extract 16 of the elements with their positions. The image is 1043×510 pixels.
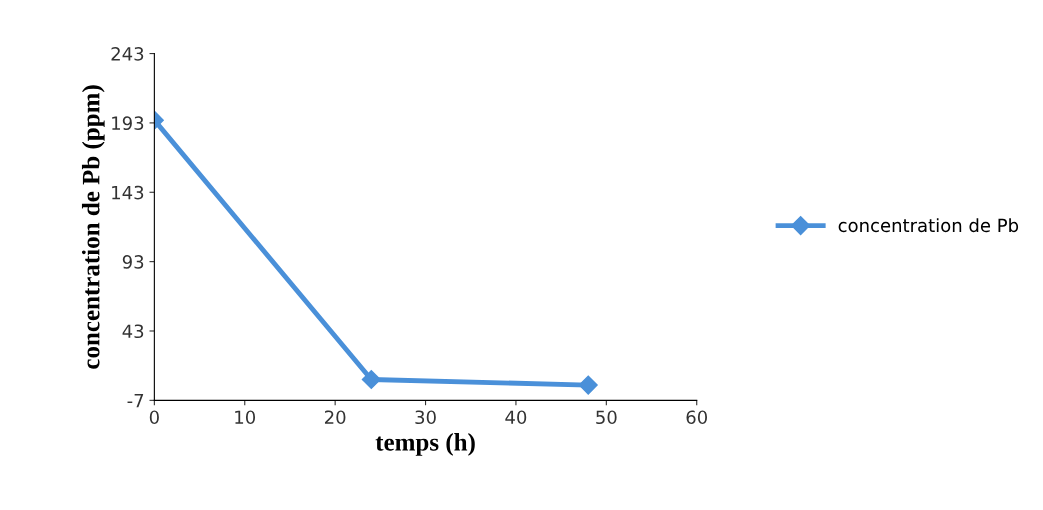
- y-tick-label: 43: [122, 324, 144, 339]
- x-tick-label: 50: [596, 410, 617, 425]
- y-tick-label: 143: [112, 185, 144, 200]
- x-tick-label: 20: [324, 410, 346, 425]
- y-tick-label: 243: [111, 47, 144, 61]
- y-axis-title: concentration de Pb (ppm): [81, 85, 105, 369]
- x-axis-title: temps (h): [375, 433, 475, 456]
- legend-label: concentration de Pb: [838, 218, 1019, 233]
- y-tick-label: 193: [112, 116, 144, 131]
- x-tick-label: 30: [415, 410, 436, 425]
- x-tick-label: 0: [149, 410, 159, 425]
- x-tick-label: 60: [686, 410, 708, 425]
- x-tick-label: 40: [505, 410, 527, 425]
- x-tick-label: 10: [235, 410, 256, 425]
- y-tick-label: 93: [122, 255, 144, 269]
- y-tick-label: -7: [127, 394, 144, 408]
